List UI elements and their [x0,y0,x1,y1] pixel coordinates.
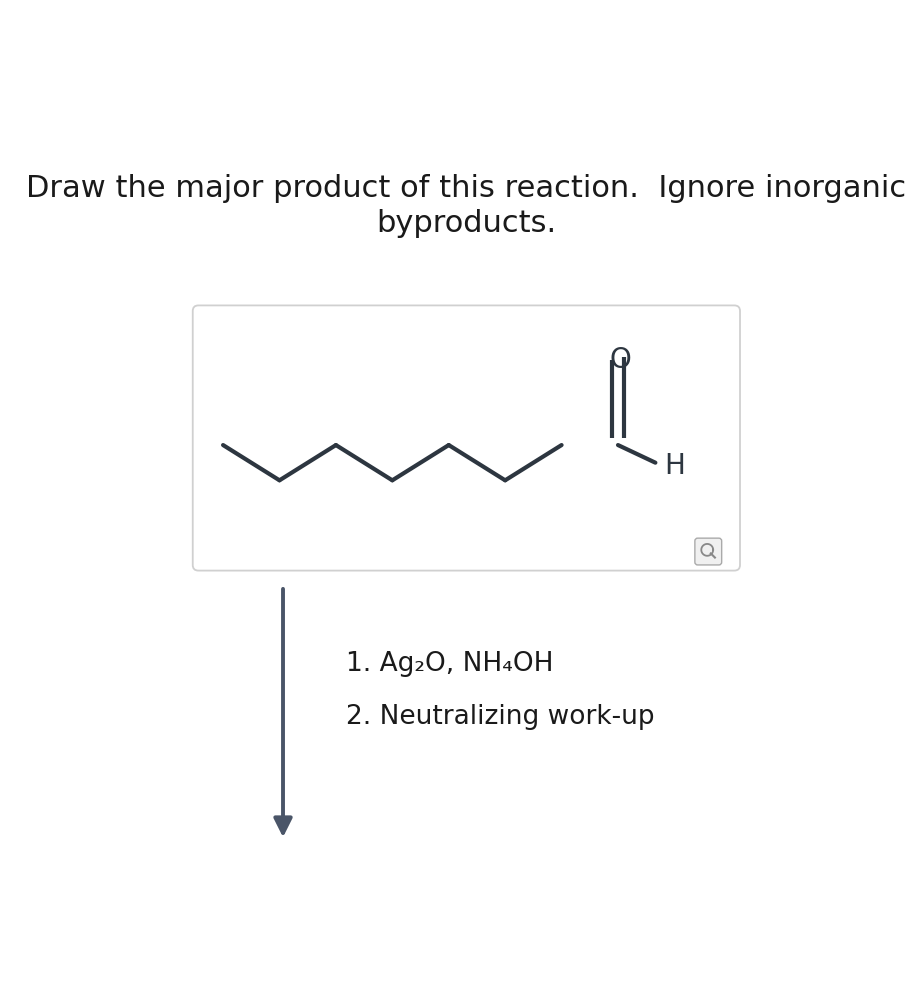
Text: 1. Ag₂O, NH₄OH: 1. Ag₂O, NH₄OH [347,651,554,677]
Text: H: H [664,452,684,480]
Text: 2. Neutralizing work-up: 2. Neutralizing work-up [347,704,655,730]
Text: O: O [609,346,631,374]
Text: byproducts.: byproducts. [377,209,556,238]
FancyBboxPatch shape [695,538,722,565]
FancyBboxPatch shape [193,305,740,571]
Text: Draw the major product of this reaction.  Ignore inorganic: Draw the major product of this reaction.… [26,174,906,203]
